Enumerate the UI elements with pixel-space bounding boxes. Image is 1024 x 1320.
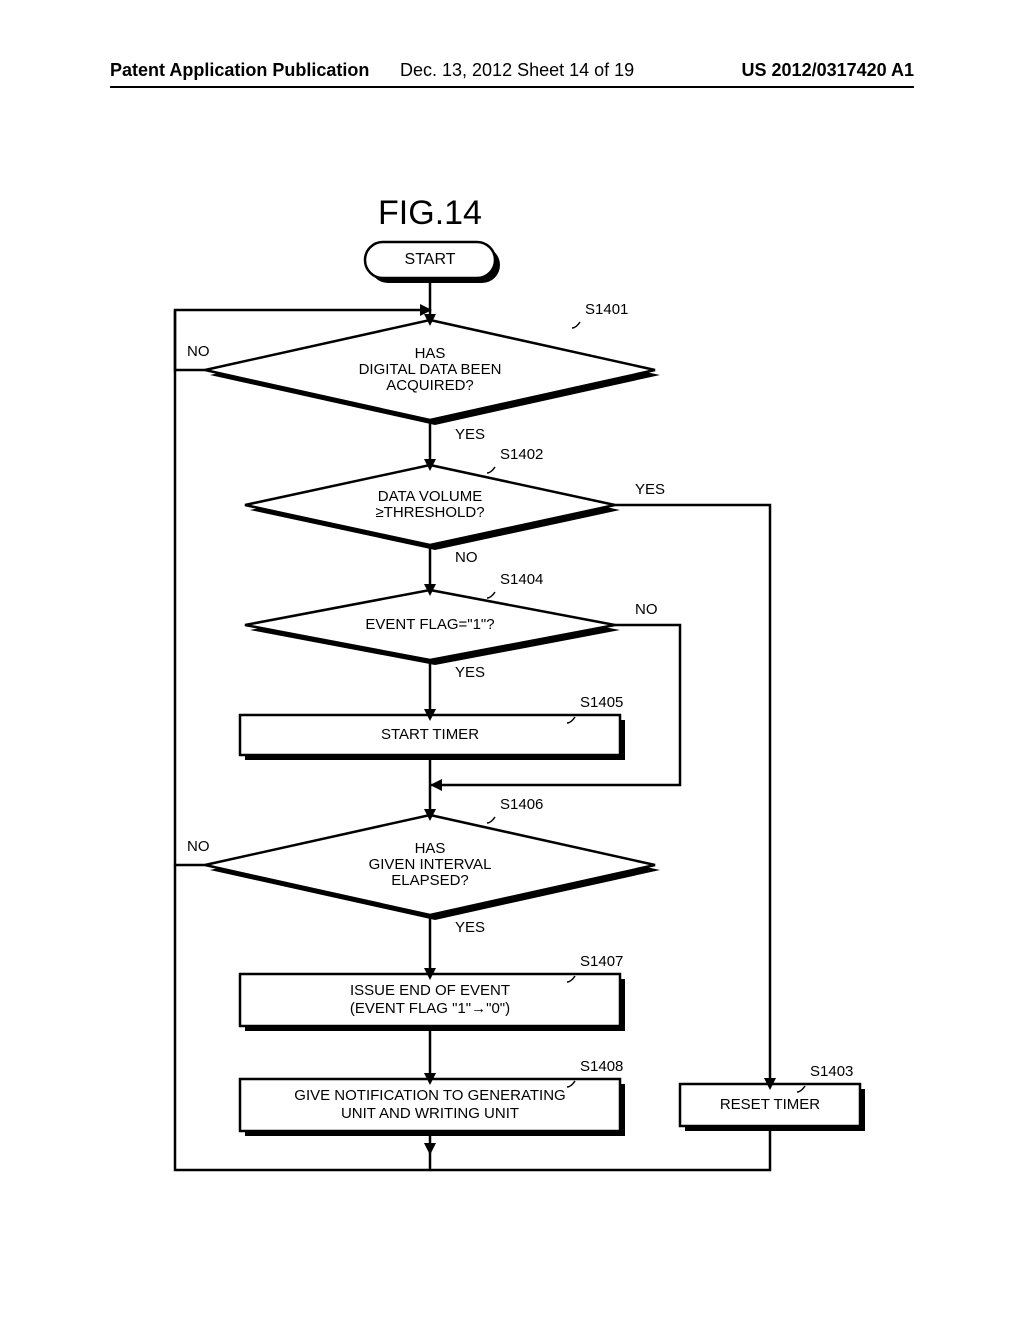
- svg-text:S1408: S1408: [580, 1058, 623, 1075]
- svg-text:ELAPSED?: ELAPSED?: [391, 872, 469, 889]
- svg-text:FIG.14: FIG.14: [378, 194, 482, 232]
- svg-text:NO: NO: [455, 549, 478, 566]
- svg-text:NO: NO: [187, 838, 210, 855]
- svg-text:S1405: S1405: [580, 694, 623, 711]
- svg-text:(EVENT FLAG "1"→"0"): (EVENT FLAG "1"→"0"): [350, 1000, 510, 1017]
- svg-text:DIGITAL DATA BEEN: DIGITAL DATA BEEN: [359, 361, 502, 378]
- svg-text:YES: YES: [635, 481, 665, 498]
- flowchart-svg: FIG.14STARTHASDIGITAL DATA BEENACQUIRED?…: [0, 0, 1024, 1320]
- svg-text:RESET TIMER: RESET TIMER: [720, 1096, 820, 1113]
- svg-text:YES: YES: [455, 664, 485, 681]
- svg-text:START TIMER: START TIMER: [381, 726, 479, 743]
- svg-text:GIVEN INTERVAL: GIVEN INTERVAL: [369, 856, 492, 873]
- svg-text:S1407: S1407: [580, 953, 623, 970]
- svg-text:S1406: S1406: [500, 796, 543, 813]
- svg-text:S1404: S1404: [500, 571, 543, 588]
- svg-text:YES: YES: [455, 426, 485, 443]
- svg-text:NO: NO: [635, 601, 658, 618]
- svg-text:ACQUIRED?: ACQUIRED?: [386, 377, 474, 394]
- svg-text:S1401: S1401: [585, 301, 628, 318]
- svg-text:YES: YES: [455, 919, 485, 936]
- svg-text:S1403: S1403: [810, 1063, 853, 1080]
- svg-text:GIVE NOTIFICATION TO GENERATIN: GIVE NOTIFICATION TO GENERATING: [294, 1087, 565, 1104]
- svg-text:S1402: S1402: [500, 446, 543, 463]
- svg-text:≥THRESHOLD?: ≥THRESHOLD?: [375, 504, 484, 521]
- svg-text:HAS: HAS: [415, 345, 446, 362]
- page: Patent Application Publication Dec. 13, …: [0, 0, 1024, 1320]
- svg-text:NO: NO: [187, 343, 210, 360]
- svg-text:HAS: HAS: [415, 840, 446, 857]
- svg-text:UNIT AND WRITING UNIT: UNIT AND WRITING UNIT: [341, 1105, 519, 1122]
- svg-text:DATA VOLUME: DATA VOLUME: [378, 488, 482, 505]
- svg-text:ISSUE END OF EVENT: ISSUE END OF EVENT: [350, 982, 510, 999]
- svg-text:START: START: [405, 251, 456, 268]
- svg-text:EVENT FLAG="1"?: EVENT FLAG="1"?: [365, 616, 494, 633]
